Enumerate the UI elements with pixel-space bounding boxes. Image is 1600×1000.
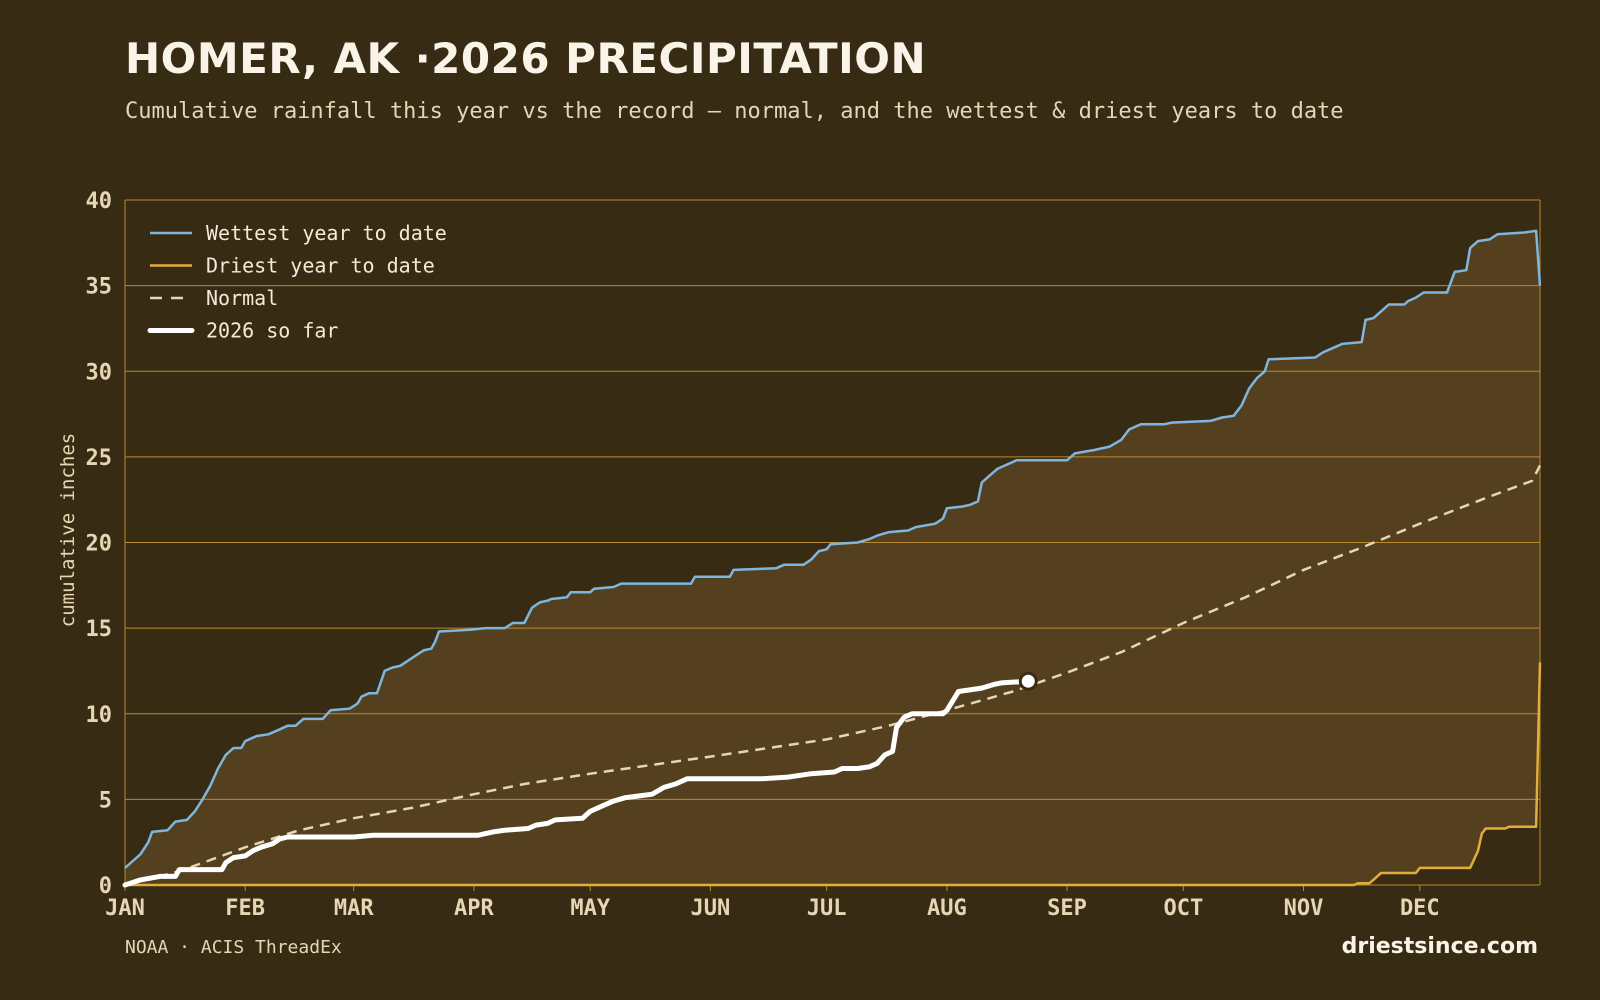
y-tick-label: 5: [99, 788, 112, 813]
x-tick-label: SEP: [1047, 896, 1087, 921]
x-axis-ticks: JAN FEB MAR APR MAY JUN JUL AUG SEP OCT NOV DEC: [105, 885, 1440, 921]
y-axis-label: cumulative inches: [57, 433, 79, 627]
x-tick-label: JUL: [807, 896, 847, 921]
series-lines: [122, 229, 1542, 888]
y-tick-label: 20: [86, 532, 113, 557]
y-tick-label: 40: [86, 189, 113, 214]
y-tick-label: 10: [86, 703, 113, 728]
legend: Wettest year to date Driest year to date N…: [147, 221, 447, 343]
x-tick-label: DEC: [1400, 896, 1440, 921]
x-tick-label: NOV: [1284, 896, 1324, 921]
chart-subtitle: Cumulative rainfall this year vs the rec…: [125, 99, 1344, 124]
y-axis-ticks: 0 5 10 15 20 25 30 35 40: [86, 189, 113, 899]
band-area: [125, 230, 1540, 886]
series-line-driest-year-to-date: [125, 662, 1542, 887]
chart-title: HOMER, AK ·2026 PRECIPITATION: [125, 34, 927, 83]
x-tick-label: JAN: [105, 896, 145, 921]
y-tick-label: 25: [86, 446, 113, 471]
source-note: NOAA · ACIS ThreadEx: [125, 937, 342, 958]
y-tick-label: 0: [99, 874, 112, 899]
x-tick-label: MAR: [334, 896, 374, 921]
grid-lines: [125, 199, 1540, 886]
y-tick-label: 30: [86, 360, 113, 385]
x-tick-label: FEB: [225, 896, 265, 921]
x-tick-label: AUG: [927, 896, 967, 921]
x-tick-label: JUN: [691, 896, 731, 921]
legend-label: Driest year to date: [206, 254, 435, 278]
y-tick-label: 35: [86, 275, 113, 300]
wet-dry-band: [125, 230, 1540, 886]
legend-label: Wettest year to date: [206, 221, 447, 245]
brand-link[interactable]: driestsince.com: [1341, 934, 1538, 959]
y-tick-label: 15: [86, 617, 113, 642]
legend-label: Normal: [206, 286, 278, 310]
legend-label: 2026 so far: [206, 319, 338, 343]
x-tick-label: MAY: [570, 896, 610, 921]
series-line-normal: [124, 464, 1542, 887]
current-value-marker: [1018, 671, 1038, 691]
series-line-wettest-year-to-date: [124, 229, 1542, 869]
plot-frame: [124, 200, 1541, 885]
series-line-2026-so-far: [122, 678, 1031, 888]
x-tick-label: APR: [454, 896, 494, 921]
x-tick-label: OCT: [1163, 896, 1203, 921]
